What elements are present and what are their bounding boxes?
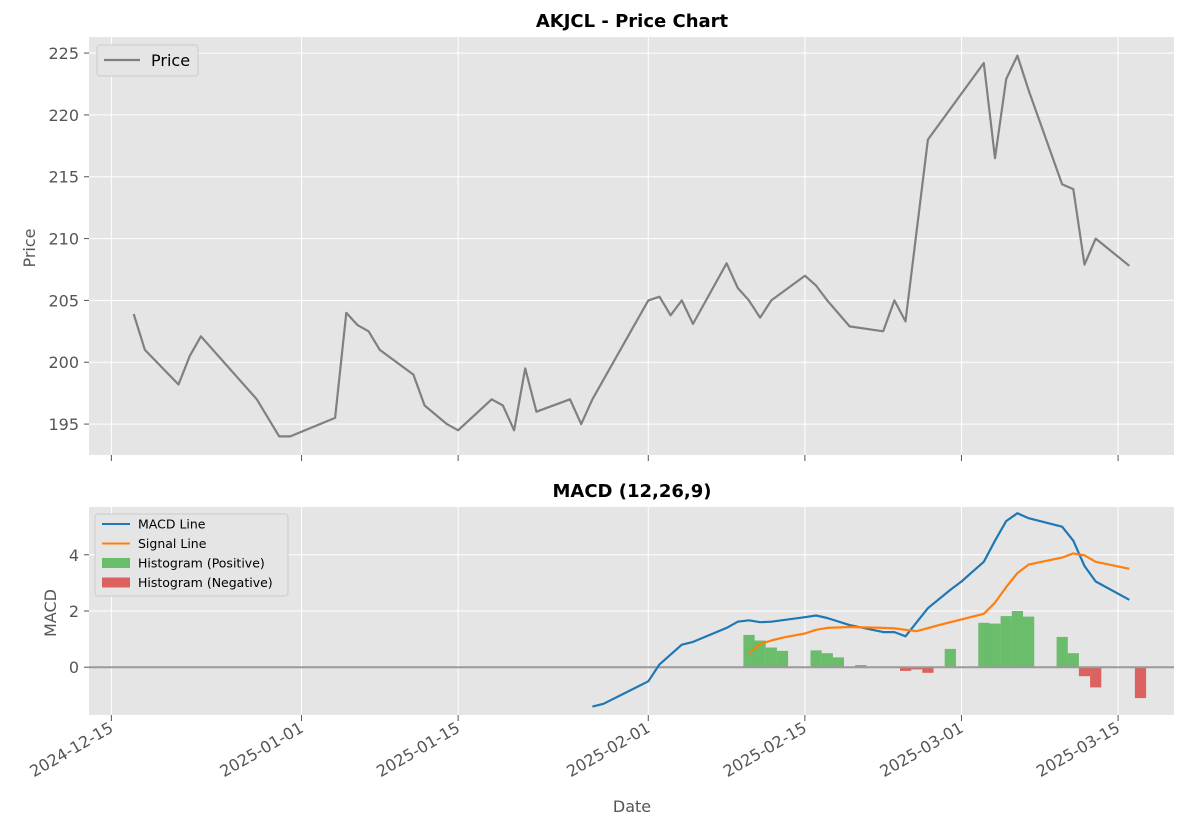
price-y-tick-label: 210 <box>48 230 79 249</box>
histogram-positive-bar <box>978 622 990 668</box>
price-legend-label: Price <box>151 51 190 70</box>
histogram-negative-bar <box>1134 667 1147 699</box>
macd-y-axis-label: MACD <box>41 589 60 637</box>
histogram-positive-bar <box>810 650 822 668</box>
macd-y-tick-label: 2 <box>69 602 79 621</box>
x-tick-label: 2025-01-15 <box>373 718 463 781</box>
histogram-positive-bar <box>1023 616 1035 668</box>
histogram-negative-bar <box>1090 667 1102 688</box>
macd-line <box>592 512 1130 708</box>
price-legend-box <box>96 44 199 77</box>
macd-y-tick-label: 4 <box>69 546 79 565</box>
histogram-positive-bar <box>821 653 833 668</box>
histogram-positive-bar <box>765 647 777 668</box>
macd-legend-box <box>94 513 289 597</box>
macd-chart-title: MACD (12,26,9) <box>552 481 711 502</box>
price-y-tick-label: 220 <box>48 106 79 125</box>
price-y-tick-label: 195 <box>48 415 79 434</box>
macd-legend-swatch <box>102 558 130 568</box>
price-chart-panel: 195 200 205 210 215 220 225 Price <box>48 37 1174 461</box>
histogram-positive-bar <box>1011 611 1023 668</box>
histogram-positive-bar <box>989 623 1001 668</box>
histogram-positive-bar <box>743 634 755 668</box>
price-y-tick-label: 200 <box>48 353 79 372</box>
histogram-positive-bar <box>776 650 789 668</box>
macd-chart-panel: 0 2 4 2024-12-15 2025-01-01 2025-01-15 2025-02… <box>26 507 1174 781</box>
histogram-negative-bar <box>922 667 934 673</box>
price-series-line <box>132 54 1130 438</box>
histogram-positive-bar <box>855 665 867 668</box>
price-plot-background <box>89 37 1174 455</box>
signal-line <box>748 552 1130 655</box>
macd-legend-label: MACD Line <box>138 517 206 532</box>
x-tick-label: 2025-01-01 <box>216 718 306 781</box>
histogram-negative-bar <box>1078 667 1091 677</box>
macd-legend-label: Histogram (Negative) <box>138 575 273 590</box>
price-y-tick-label: 205 <box>48 291 79 310</box>
x-tick-label: 2025-03-01 <box>876 718 966 781</box>
x-tick-label: 2025-02-01 <box>563 718 653 781</box>
x-tick-label: 2025-02-15 <box>720 718 810 781</box>
macd-legend-label: Histogram (Positive) <box>138 556 265 571</box>
histogram-positive-bar <box>1000 616 1012 668</box>
x-tick-label: 2025-03-15 <box>1033 718 1123 781</box>
macd-y-tick-label: 0 <box>69 658 79 677</box>
price-y-tick-label: 215 <box>48 168 79 187</box>
macd-legend-swatch <box>102 577 130 588</box>
x-tick-label: 2024-12-15 <box>26 718 116 781</box>
histogram-negative-bar <box>900 667 912 671</box>
histogram-negative-bar <box>911 667 923 670</box>
histogram-positive-bar <box>754 640 766 668</box>
histogram-positive-bar <box>1067 653 1079 668</box>
price-y-tick-label: 225 <box>48 44 79 63</box>
histogram-positive-bar <box>832 657 844 668</box>
price-y-axis-label: Price <box>20 228 39 267</box>
price-chart-title: AKJCL - Price Chart <box>536 11 729 32</box>
x-axis-label: Date <box>613 797 651 816</box>
histogram-positive-bar <box>944 648 956 668</box>
histogram-positive-bar <box>1056 636 1068 668</box>
macd-legend-label: Signal Line <box>138 536 207 551</box>
